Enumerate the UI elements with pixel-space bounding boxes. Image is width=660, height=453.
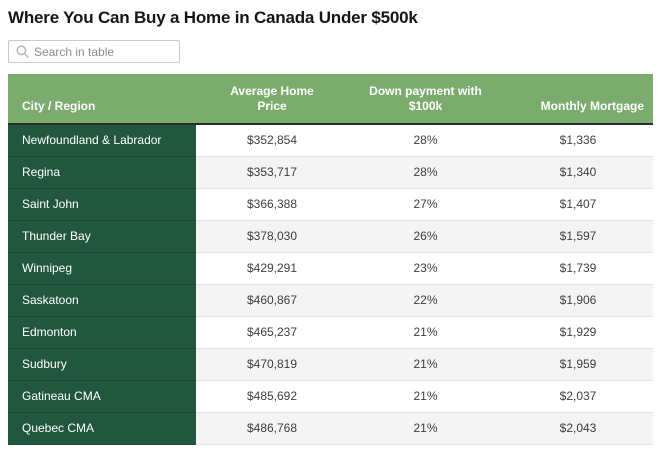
cell-city: Thunder Bay [8, 220, 196, 253]
header-line: Price [257, 99, 287, 113]
cell-monthly-mortgage: $1,739 [503, 252, 653, 285]
column-header-down-payment: Down payment with $100k [348, 74, 503, 125]
page-title: Where You Can Buy a Home in Canada Under… [8, 8, 418, 27]
cell-monthly-mortgage: $1,597 [503, 220, 653, 253]
cell-monthly-mortgage: $1,336 [503, 124, 653, 157]
cell-monthly-mortgage: $1,340 [503, 156, 653, 189]
cell-monthly-mortgage: $1,959 [503, 348, 653, 381]
cell-down-payment: 21% [348, 316, 503, 349]
search-input[interactable] [34, 44, 173, 59]
table-row: Saskatoon $460,867 22% $1,906 [8, 284, 653, 317]
header-line: $100k [408, 99, 443, 113]
cell-down-payment: 22% [348, 284, 503, 317]
cell-down-payment: 27% [348, 188, 503, 221]
cell-down-payment: 26% [348, 220, 503, 253]
cell-average-price: $485,692 [196, 380, 348, 413]
table-header: City / Region Average Home Price Down pa… [8, 74, 653, 125]
table-row: Newfoundland & Labrador $352,854 28% $1,… [8, 124, 653, 157]
cell-average-price: $460,867 [196, 284, 348, 317]
table-row: Gatineau CMA $485,692 21% $2,037 [8, 380, 653, 413]
cell-city: Winnipeg [8, 252, 196, 285]
cell-average-price: $352,854 [196, 124, 348, 157]
table-row: Edmonton $465,237 21% $1,929 [8, 316, 653, 349]
cell-monthly-mortgage: $1,407 [503, 188, 653, 221]
search-icon [16, 45, 29, 58]
cell-city: Sudbury [8, 348, 196, 381]
table-row: Sudbury $470,819 21% $1,959 [8, 348, 653, 381]
cell-city: Regina [8, 156, 196, 189]
cell-average-price: $470,819 [196, 348, 348, 381]
cell-city: Newfoundland & Labrador [8, 124, 196, 157]
search-box[interactable] [8, 40, 180, 63]
cell-down-payment: 21% [348, 348, 503, 381]
column-header-average-home-price: Average Home Price [196, 74, 348, 125]
cell-monthly-mortgage: $1,929 [503, 316, 653, 349]
cell-average-price: $353,717 [196, 156, 348, 189]
cell-average-price: $429,291 [196, 252, 348, 285]
cell-down-payment: 23% [348, 252, 503, 285]
table-body: Newfoundland & Labrador $352,854 28% $1,… [8, 124, 653, 445]
cell-down-payment: 21% [348, 412, 503, 445]
table-row: Winnipeg $429,291 23% $1,739 [8, 252, 653, 285]
header-line: Average Home [230, 84, 314, 98]
cell-average-price: $366,388 [196, 188, 348, 221]
column-header-city-region: City / Region [8, 74, 196, 125]
table-row: Quebec CMA $486,768 21% $2,043 [8, 412, 653, 445]
cell-down-payment: 21% [348, 380, 503, 413]
cell-monthly-mortgage: $2,043 [503, 412, 653, 445]
table-row: Saint John $366,388 27% $1,407 [8, 188, 653, 221]
header-line: Down payment with [369, 84, 482, 98]
header-row: City / Region Average Home Price Down pa… [8, 74, 653, 125]
cell-monthly-mortgage: $2,037 [503, 380, 653, 413]
cell-down-payment: 28% [348, 156, 503, 189]
cell-average-price: $378,030 [196, 220, 348, 253]
cell-average-price: $486,768 [196, 412, 348, 445]
table-row: Thunder Bay $378,030 26% $1,597 [8, 220, 653, 253]
home-price-table: City / Region Average Home Price Down pa… [8, 74, 653, 445]
cell-city: Quebec CMA [8, 412, 196, 445]
column-header-monthly-mortgage: Monthly Mortgage [503, 74, 653, 125]
cell-city: Saskatoon [8, 284, 196, 317]
cell-city: Saint John [8, 188, 196, 221]
cell-average-price: $465,237 [196, 316, 348, 349]
cell-city: Gatineau CMA [8, 380, 196, 413]
table-row: Regina $353,717 28% $1,340 [8, 156, 653, 189]
cell-monthly-mortgage: $1,906 [503, 284, 653, 317]
cell-city: Edmonton [8, 316, 196, 349]
cell-down-payment: 28% [348, 124, 503, 157]
